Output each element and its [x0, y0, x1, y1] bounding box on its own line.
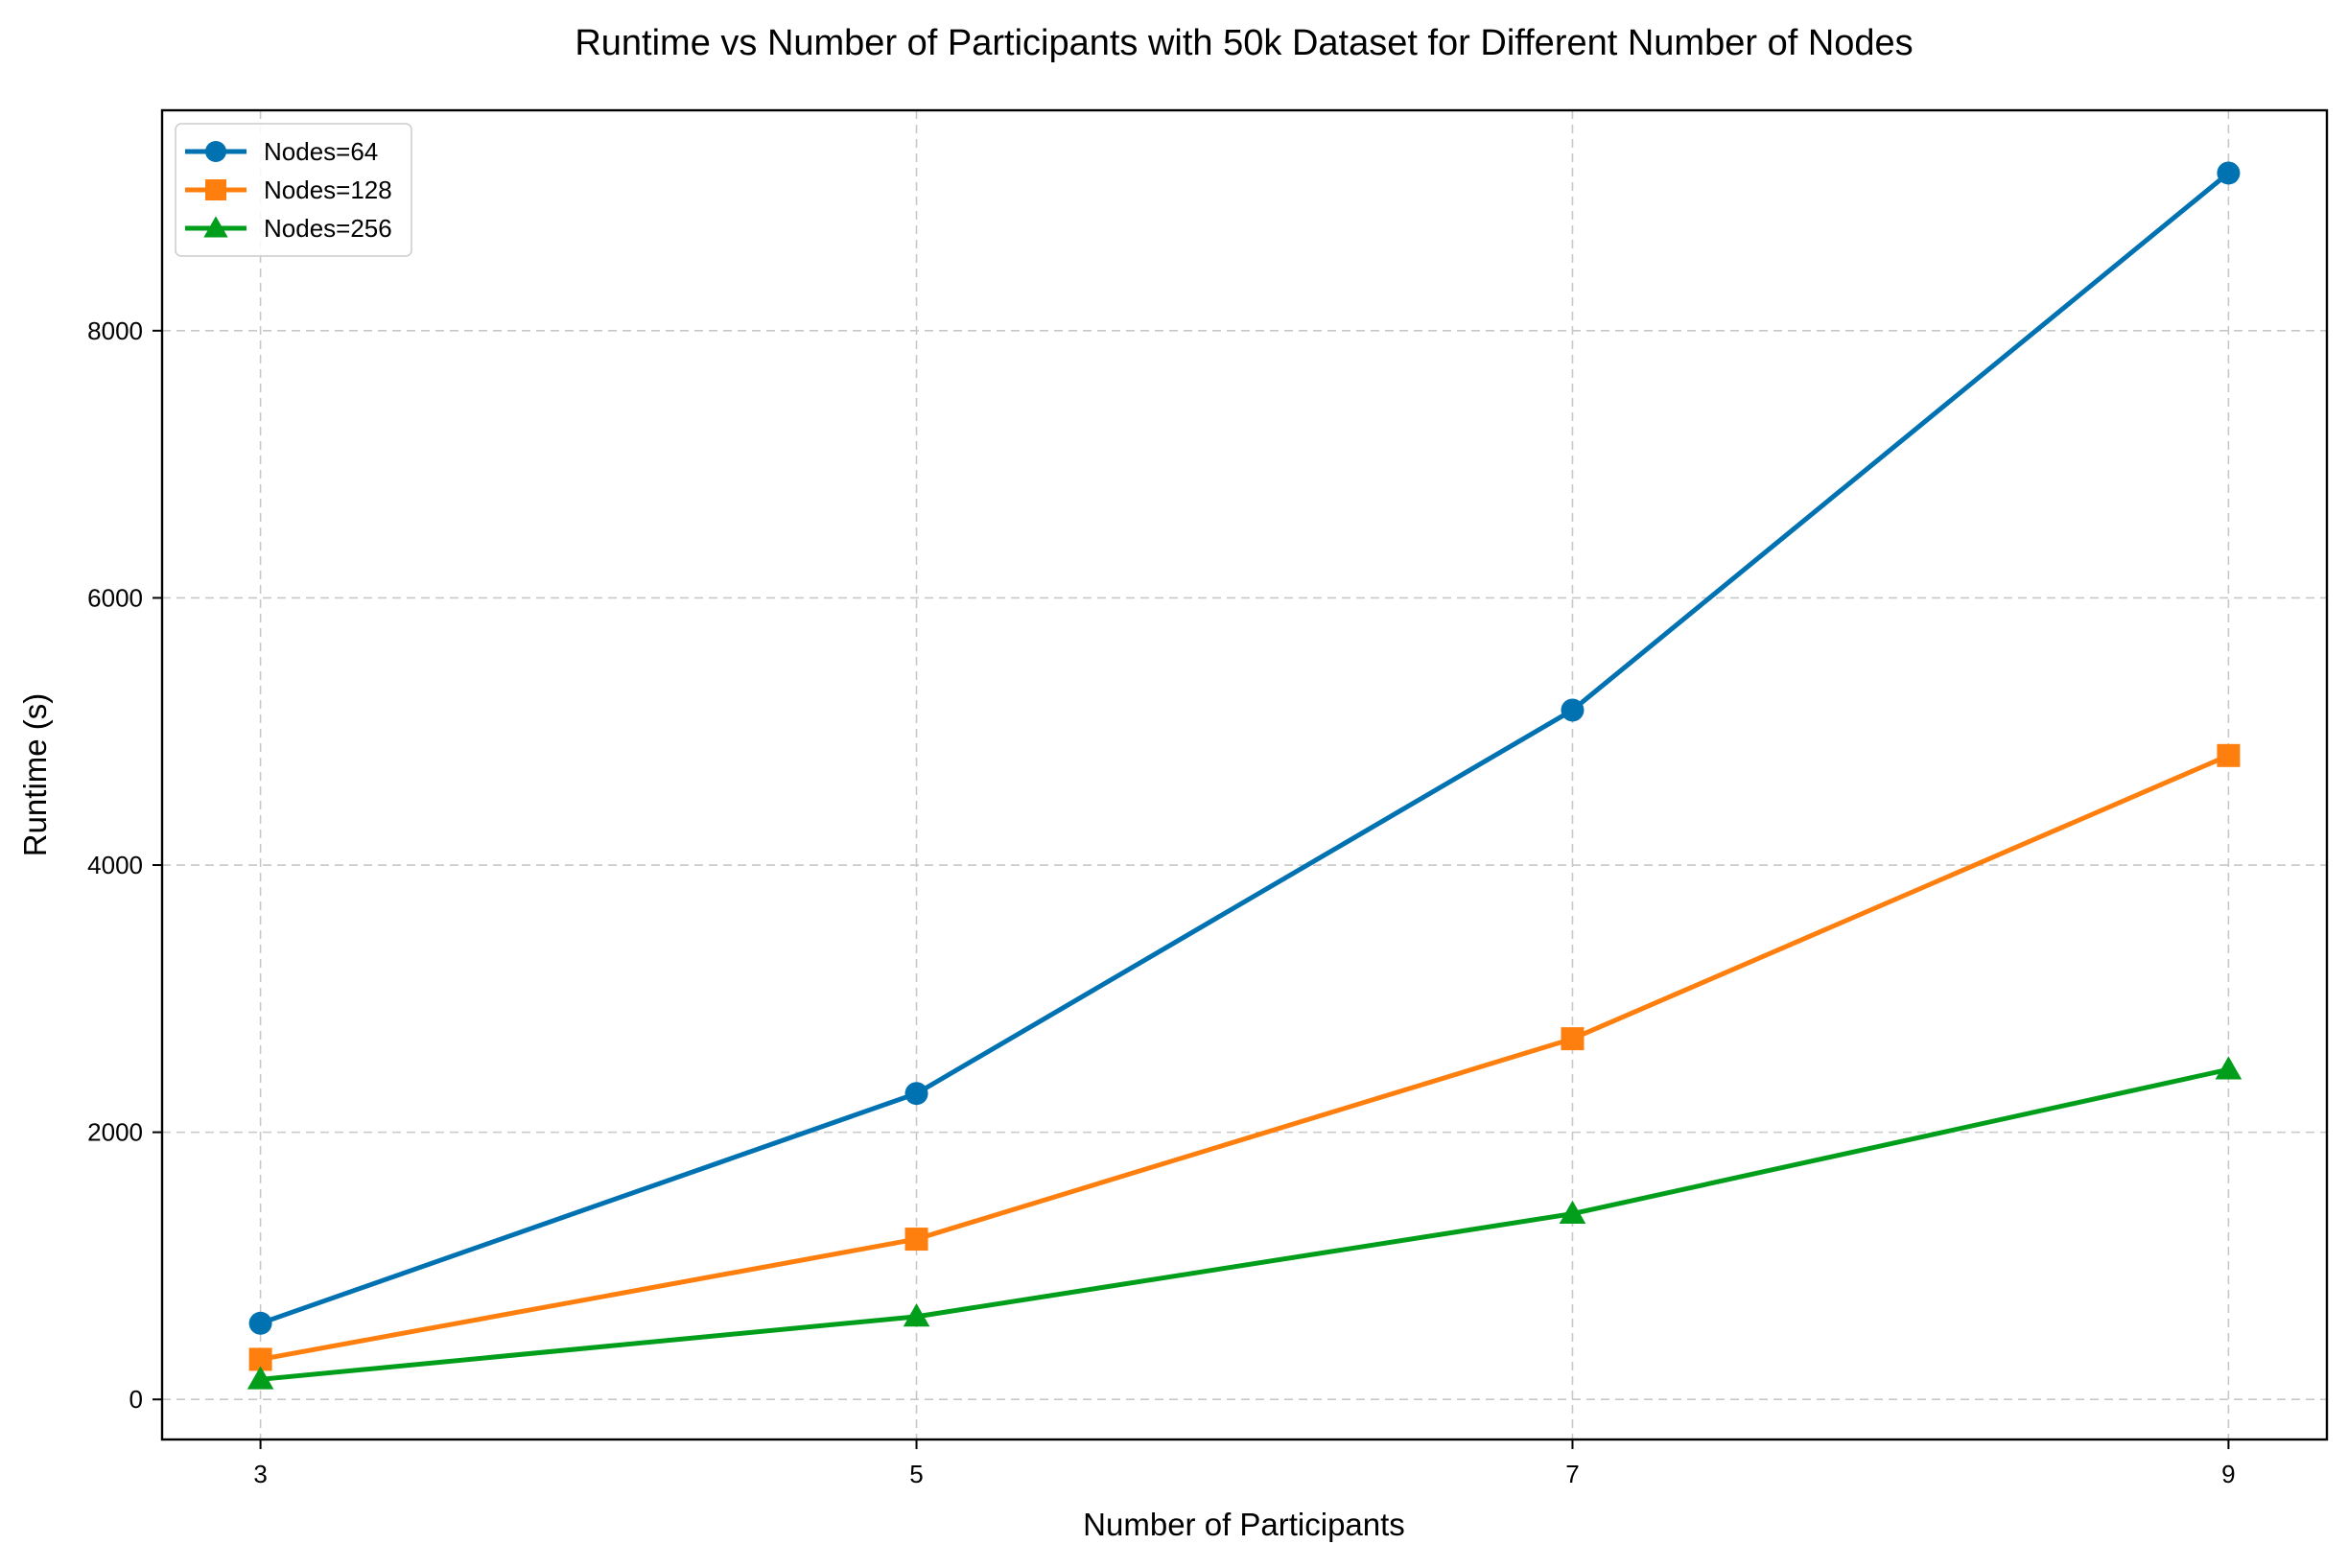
x-axis-label: Number of Participants [1083, 1507, 1405, 1542]
data-point-2-0 [247, 1366, 274, 1390]
y-tick-label-4: 8000 [87, 316, 143, 345]
data-point-0-3 [2217, 161, 2241, 185]
series-line-1 [258, 753, 2231, 1362]
plot-area-frame [160, 108, 2329, 1441]
legend-label-2: Nodes=256 [264, 214, 392, 243]
data-point-1-1 [904, 1228, 928, 1252]
data-point-1-2 [1561, 1027, 1585, 1051]
legend: Nodes=64 Nodes=128 Nodes=256 [175, 123, 412, 257]
series-line-2 [258, 1066, 2231, 1382]
y-tick-label-2: 4000 [87, 851, 143, 879]
data-point-2-2 [1559, 1200, 1586, 1224]
x-tick-label-3: 9 [2221, 1460, 2235, 1488]
legend-marker-2 [203, 216, 228, 238]
axis-ticks: 3 5 7 9 0 2000 4000 6000 8000 [87, 316, 2235, 1488]
data-point-0-0 [248, 1311, 272, 1335]
x-tick-label-1: 5 [909, 1460, 923, 1488]
y-tick-label-1: 2000 [87, 1118, 143, 1147]
series-0 [248, 161, 2241, 1335]
data-point-0-2 [1561, 698, 1585, 722]
y-tick-label-0: 0 [129, 1385, 143, 1414]
data-point-1-3 [2217, 743, 2241, 767]
data-point-0-1 [904, 1082, 928, 1106]
legend-marker-0 [205, 141, 226, 162]
y-tick-label-3: 6000 [87, 583, 143, 612]
legend-marker-1 [205, 179, 226, 200]
data-point-2-3 [2215, 1056, 2242, 1080]
grid-lines [162, 110, 2327, 1439]
y-axis-label: Runtime (s) [17, 693, 53, 857]
data-point-2-1 [903, 1303, 930, 1327]
x-tick-label-0: 3 [253, 1460, 267, 1488]
data-series [247, 161, 2242, 1390]
series-line-0 [258, 170, 2231, 1326]
legend-frame [175, 123, 412, 257]
x-tick-label-2: 7 [1565, 1460, 1579, 1488]
legend-label-1: Nodes=128 [264, 176, 392, 204]
series-2 [247, 1056, 2242, 1390]
chart-title: Runtime vs Number of Participants with 5… [575, 23, 1913, 63]
legend-label-0: Nodes=64 [264, 137, 378, 166]
series-1 [248, 743, 2241, 1371]
